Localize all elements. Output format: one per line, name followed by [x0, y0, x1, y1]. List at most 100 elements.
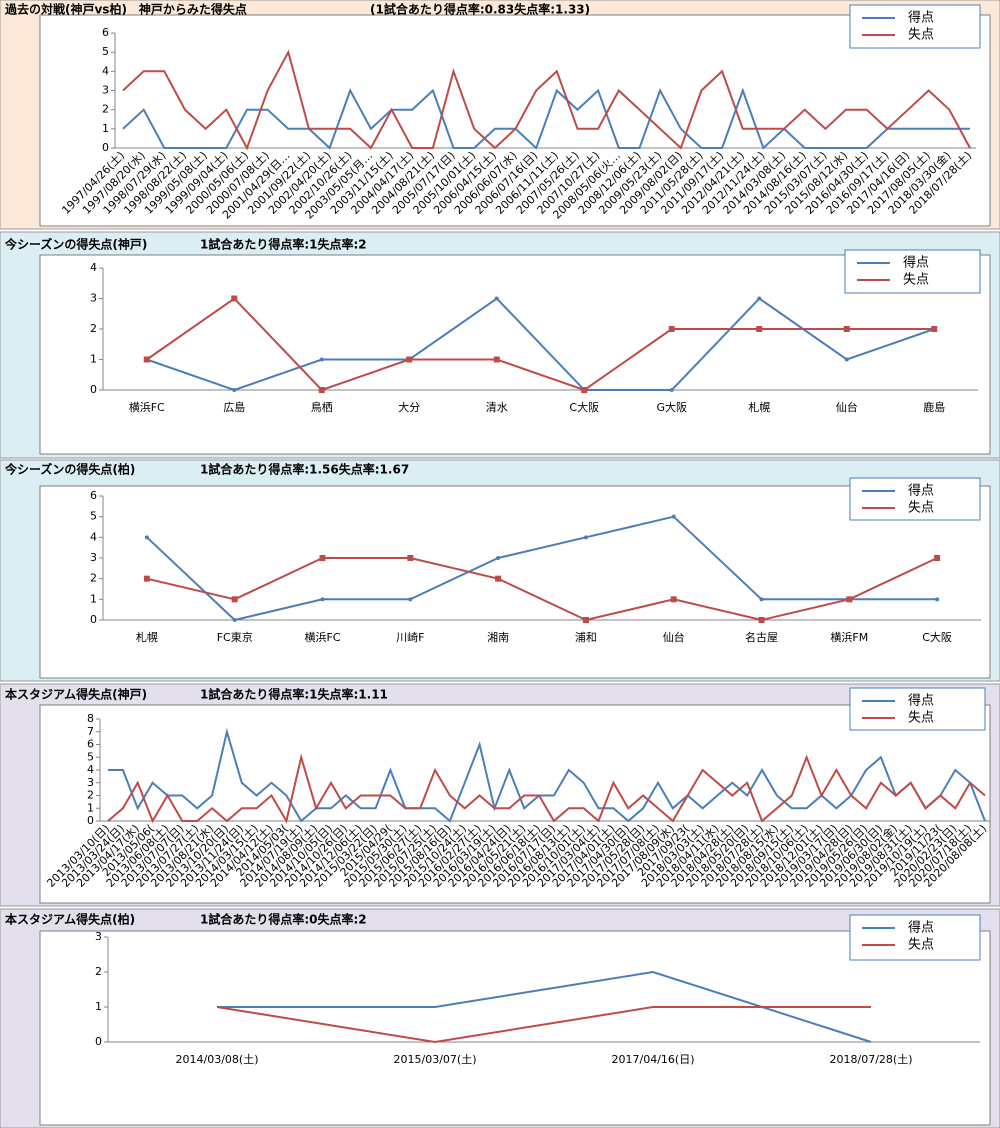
- y-tick-label: 7: [87, 725, 94, 738]
- x-tick-label: FC東京: [217, 630, 253, 644]
- y-tick-label: 0: [87, 814, 94, 827]
- x-tick-label: 鳥栖: [311, 400, 333, 414]
- point: [756, 326, 763, 332]
- point: [407, 555, 414, 561]
- y-tick-label: 0: [102, 141, 109, 154]
- y-tick-label: 3: [90, 292, 97, 305]
- chart-title: 今シーズンの得失点(柏): [4, 462, 135, 477]
- y-tick-label: 5: [87, 750, 94, 763]
- series-line: [216, 1006, 871, 1044]
- legend: [849, 914, 981, 961]
- y-tick-label: 0: [90, 383, 97, 396]
- x-tick-label: 川崎F: [396, 630, 424, 644]
- series-line: [122, 87, 970, 150]
- point: [844, 357, 849, 362]
- point: [318, 387, 325, 393]
- series-line: [107, 753, 986, 824]
- series-line: [108, 727, 986, 823]
- legend-label: 得点: [908, 920, 934, 936]
- x-tick-label: 仙台: [663, 630, 685, 644]
- x-tick-label: C大阪: [922, 630, 952, 644]
- point: [406, 356, 413, 363]
- series-line: [146, 297, 935, 392]
- series-line: [146, 557, 938, 622]
- point: [668, 326, 675, 332]
- legend-label: 得点: [908, 483, 934, 499]
- point: [493, 356, 500, 363]
- chart-title: 今シーズンの得失点(神戸): [4, 237, 147, 252]
- point: [583, 535, 588, 540]
- y-tick-label: 1: [90, 353, 97, 366]
- point: [757, 296, 762, 301]
- chart-title: 本スタジアム得失点(神戸): [5, 687, 147, 702]
- y-tick-label: 4: [90, 261, 97, 274]
- point: [232, 618, 237, 622]
- y-tick-label: 1: [102, 122, 109, 135]
- x-tick-label: 横浜FM: [830, 630, 868, 644]
- y-tick-label: 6: [87, 738, 94, 751]
- legend: [844, 249, 981, 294]
- point: [843, 326, 850, 332]
- point: [320, 597, 325, 602]
- point: [581, 387, 588, 393]
- point: [758, 617, 765, 623]
- y-tick-label: 4: [90, 530, 97, 543]
- chart-title: 過去の対戦(神戸vs柏) 神戸からみた得失点: [4, 2, 247, 17]
- point: [759, 597, 764, 602]
- y-tick-label: 3: [87, 776, 94, 789]
- point: [231, 596, 238, 603]
- point: [495, 575, 502, 582]
- chart-subtitle: (1試合あたり得点率:0.83失点率:1.33): [370, 2, 590, 17]
- x-tick-label: 名古屋: [745, 630, 778, 644]
- legend-label: 失点: [908, 28, 934, 43]
- y-tick-label: 8: [87, 712, 94, 725]
- x-tick-label: 2017/04/16(日): [612, 1053, 695, 1066]
- point: [582, 617, 589, 623]
- x-tick-label: G大阪: [656, 400, 687, 414]
- legend-label: 失点: [908, 711, 934, 726]
- point: [143, 356, 150, 363]
- y-tick-label: 2: [102, 103, 109, 116]
- point: [669, 388, 674, 392]
- point: [935, 597, 940, 602]
- chart-title: 本スタジアム得失点(柏): [5, 912, 135, 927]
- legend: [849, 687, 986, 731]
- chart-box: [39, 485, 991, 679]
- point: [671, 514, 676, 519]
- chart-subtitle: 1試合あたり得点率:1.56失点率:1.67: [200, 462, 409, 477]
- chart-box: [39, 254, 991, 455]
- point: [670, 596, 677, 603]
- y-tick-label: 2: [87, 789, 94, 802]
- legend-label: 失点: [908, 501, 934, 516]
- legend-label: 得点: [903, 255, 929, 271]
- y-tick-label: 3: [90, 551, 97, 564]
- point: [408, 597, 413, 602]
- y-tick-label: 4: [87, 763, 94, 776]
- y-tick-label: 5: [102, 45, 109, 58]
- chart-subtitle: 1試合あたり得点率:1失点率:2: [200, 237, 367, 252]
- chart-subtitle: 1試合あたり得点率:1失点率:1.11: [200, 687, 388, 702]
- legend-label: 得点: [908, 693, 934, 709]
- x-tick-label: 2014/03/08(土): [176, 1053, 259, 1066]
- y-tick-label: 0: [95, 1035, 102, 1048]
- y-tick-label: 6: [90, 489, 97, 502]
- point: [496, 556, 501, 560]
- chart-subtitle: 1試合あたり得点率:0失点率:2: [200, 912, 367, 927]
- legend-label: 失点: [908, 938, 934, 953]
- x-tick-label: C大阪: [569, 400, 599, 414]
- chart-box: [39, 930, 991, 1126]
- x-tick-label: 浦和: [575, 631, 597, 644]
- point: [144, 535, 149, 540]
- chart-box: [39, 14, 991, 227]
- x-tick-label: 2018/07/28(土): [830, 1053, 913, 1066]
- point: [319, 357, 324, 362]
- series-line: [122, 49, 971, 151]
- x-tick-label: 清水: [486, 401, 508, 414]
- y-tick-label: 2: [90, 572, 97, 585]
- y-tick-label: 1: [95, 1000, 102, 1013]
- y-tick-label: 3: [102, 84, 109, 97]
- point: [232, 388, 237, 392]
- y-tick-label: 2: [95, 965, 102, 978]
- y-tick-label: 1: [90, 592, 97, 605]
